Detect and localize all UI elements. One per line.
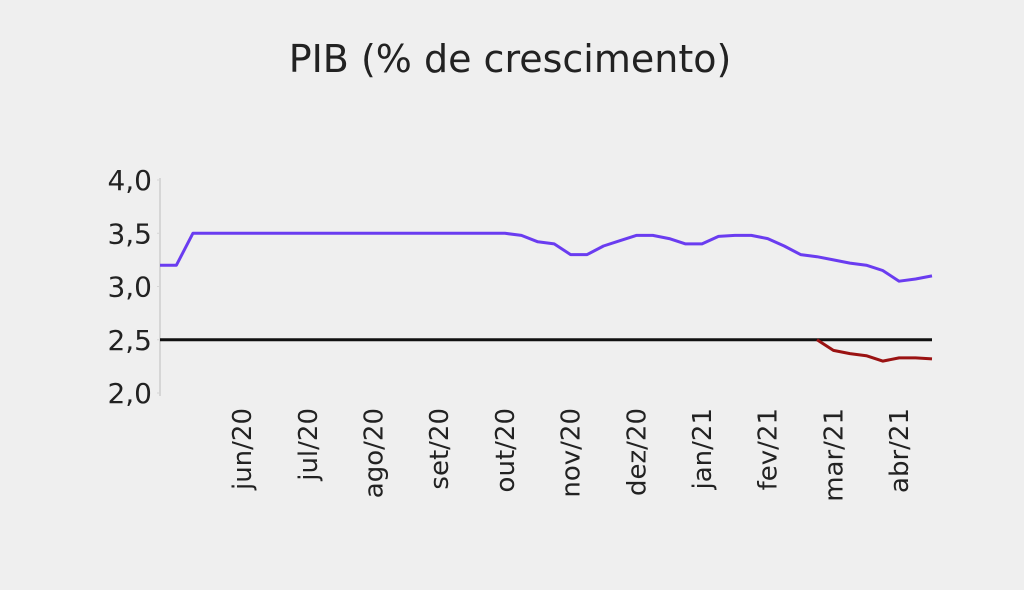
y-tick-label: 2,0 <box>107 377 152 410</box>
x-tick-label: abr/21 <box>885 408 915 493</box>
x-tick-label: nov/20 <box>557 408 587 498</box>
x-tick-label: jun/20 <box>228 408 258 491</box>
x-tick-label: out/20 <box>491 408 521 492</box>
y-tick-label: 2,5 <box>107 324 152 357</box>
x-tick-label: ago/20 <box>360 408 390 498</box>
x-tick-label: jul/20 <box>294 408 324 482</box>
chart-title: PIB (% de crescimento) <box>289 37 732 81</box>
x-tick-label: fev/21 <box>754 408 784 490</box>
series-line <box>160 231 933 283</box>
x-tick-label: jan/21 <box>688 408 718 490</box>
y-tick-label: 3,0 <box>107 271 152 304</box>
x-tick-label: set/20 <box>425 408 455 490</box>
series-line <box>816 338 933 363</box>
y-tick-label: 3,5 <box>107 217 152 250</box>
x-tick-label: mar/21 <box>819 408 849 502</box>
x-tick-label: dez/20 <box>622 408 652 496</box>
y-tick-label: 4,0 <box>107 164 152 197</box>
